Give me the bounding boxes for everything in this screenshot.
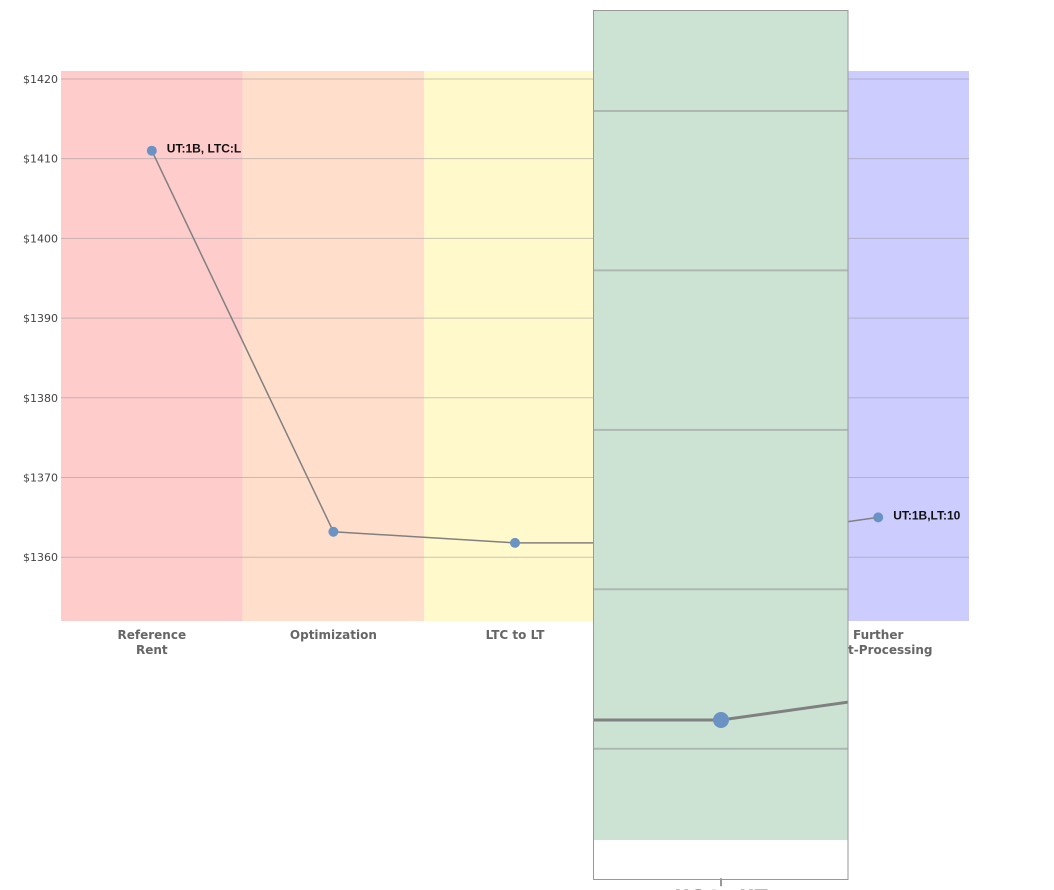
x-tick-label: Optimization	[290, 628, 377, 642]
x-tick-label: Reference Rent	[118, 628, 187, 657]
magnifier-border	[593, 10, 849, 880]
data-point	[510, 537, 520, 548]
band-optimization	[242, 71, 425, 621]
band-reference-rent	[61, 71, 243, 621]
data-point	[328, 526, 339, 537]
y-tick-label: $1410	[23, 153, 58, 166]
y-axis: $1360 $1370 $1380 $1390 $1400 $1410 $1420	[23, 73, 58, 564]
x-tick-label: LTC to LT	[486, 628, 546, 642]
magnifier-band	[594, 11, 848, 840]
y-tick-label: $1380	[23, 392, 58, 405]
x-tick-label: Further Post-Processing	[824, 628, 933, 657]
data-label: UT:1B,LT:10	[893, 508, 960, 522]
y-tick-label: $1360	[23, 551, 58, 564]
magnifier-x-tick-label: UC to UT	[674, 886, 767, 890]
y-tick-label: $1370	[23, 472, 58, 485]
data-labels: UT:1B, LTC:L UT:1B,LT:10	[167, 142, 961, 523]
band-ltc-to-lt	[424, 71, 606, 621]
magnifier-data-point	[713, 712, 729, 728]
data-point	[873, 512, 884, 523]
data-label: UT:1B, LTC:L	[167, 142, 241, 156]
y-tick-label: $1390	[23, 312, 58, 325]
magnifier-series-line	[594, 700, 848, 722]
data-point	[146, 145, 157, 156]
y-tick-label: $1400	[23, 232, 58, 245]
y-tick-label: $1420	[23, 73, 58, 86]
